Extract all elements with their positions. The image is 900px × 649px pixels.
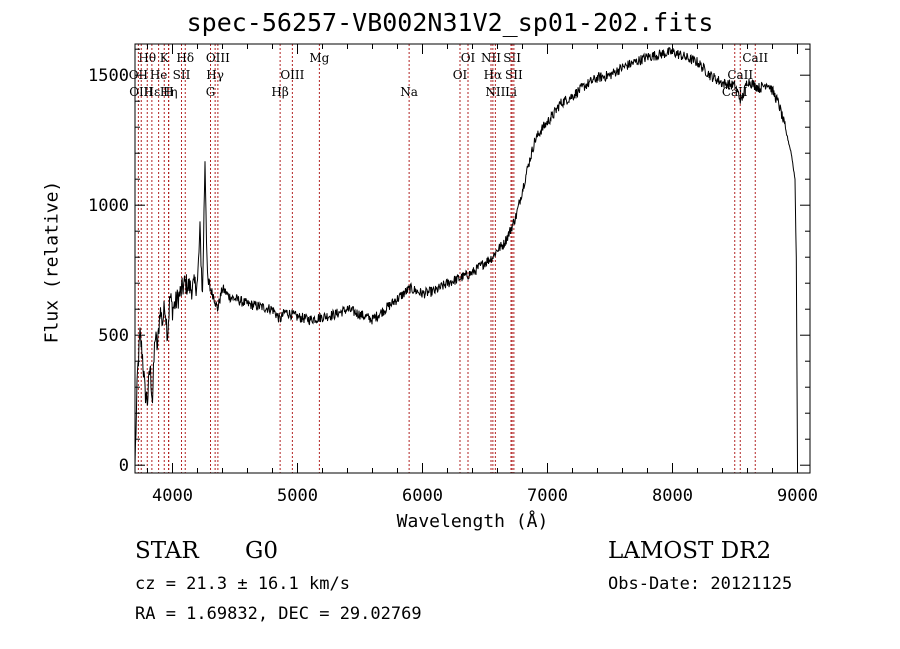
object-type: STAR	[135, 538, 199, 564]
x-tick-label-6000: 6000	[402, 486, 443, 506]
line-marker-label-21: NII	[485, 85, 505, 99]
survey-name: LAMOST DR2	[608, 538, 772, 564]
y-tick-label-1000: 1000	[88, 196, 129, 216]
line-marker-label-12: OIII	[206, 51, 230, 65]
line-marker-label-14: OIII	[280, 68, 304, 82]
plot-frame	[134, 43, 811, 474]
line-marker-label-13: Hβ	[271, 85, 288, 99]
line-marker-label-22: SII	[503, 51, 521, 65]
line-marker-label-9: Hδ	[176, 51, 194, 65]
ra-dec-readout: RA = 1.69832, DEC = 29.02769	[135, 604, 422, 624]
spectrum-series-0	[134, 46, 798, 466]
line-marker-label-8: SII	[173, 68, 191, 82]
x-tick-label-7000: 7000	[527, 486, 568, 506]
line-marker-label-16: Na	[400, 85, 418, 99]
x-tick-label-8000: 8000	[652, 486, 693, 506]
x-tick-label-9000: 9000	[777, 486, 818, 506]
x-tick-label-4000: 4000	[152, 486, 193, 506]
line-marker-label-10: G	[206, 85, 216, 99]
line-marker-label-3: Hε	[144, 85, 161, 99]
line-marker-label-26: CaII	[727, 68, 753, 82]
y-tick-label-500: 500	[98, 326, 129, 346]
line-marker-label-5: K	[160, 51, 170, 65]
line-marker-label-18: OI	[461, 51, 476, 65]
line-marker-label-4: He	[150, 68, 168, 82]
line-marker-label-19: NII	[481, 51, 501, 65]
line-marker-label-15: Mg	[309, 51, 329, 65]
y-tick-label-1500: 1500	[88, 66, 129, 86]
line-marker-label-23: SII	[505, 68, 523, 82]
object-class: G0	[245, 538, 279, 564]
y-axis-label: Flux (relative)	[41, 180, 63, 344]
line-marker-label-24: Li	[505, 85, 517, 99]
y-tick-label-0: 0	[119, 456, 129, 476]
x-axis-label: Wavelength (Å)	[396, 511, 549, 532]
line-marker-label-11: Hγ	[206, 68, 224, 82]
chart-title: spec-56257-VB002N31V2_sp01-202.fits	[186, 8, 714, 37]
line-marker-label-7: H	[163, 85, 173, 99]
line-marker-label-20: Hα	[484, 68, 503, 82]
line-marker-label-27: CaII	[742, 51, 768, 65]
line-marker-label-17: OI	[453, 68, 468, 82]
x-tick-label-5000: 5000	[277, 486, 318, 506]
redshift-readout: cz = 21.3 ± 16.1 km/s	[135, 574, 350, 594]
obs-date: Obs-Date: 20121125	[608, 574, 793, 594]
